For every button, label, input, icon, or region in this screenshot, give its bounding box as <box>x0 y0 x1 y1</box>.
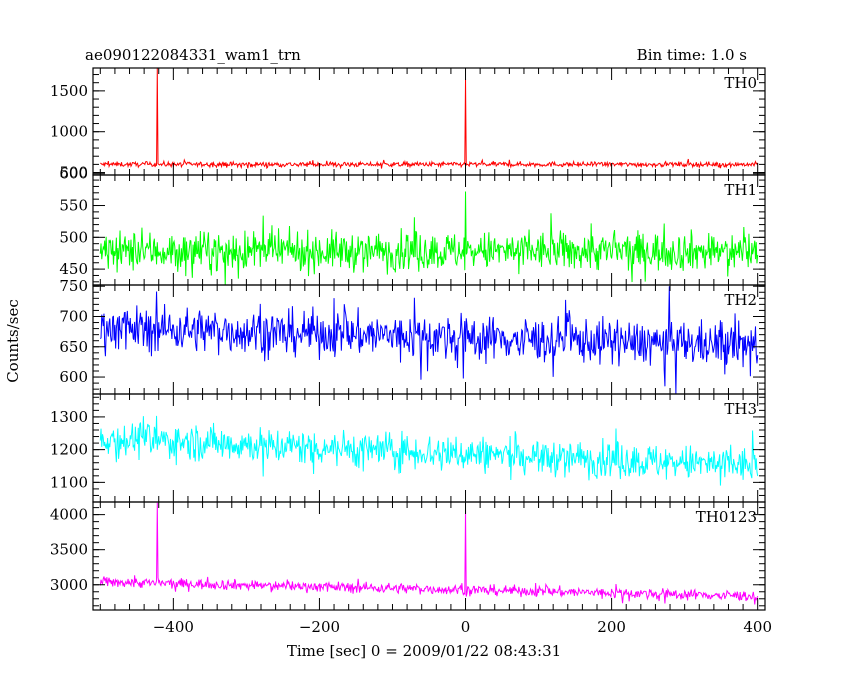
y-tick-label: 3500 <box>50 541 88 559</box>
panel-name-label: TH0 <box>724 74 757 92</box>
y-tick-label: 1500 <box>50 82 88 100</box>
panel-name-label: TH1 <box>724 181 757 199</box>
series-line-th1 <box>99 191 759 285</box>
panel-th0: 500 1000 1500 TH0 <box>50 67 766 182</box>
y-tick-label: 500 <box>59 164 88 182</box>
panel-th3: 1100 1200 1300 TH3 <box>50 393 766 503</box>
x-axis-label: Time [sec] 0 = 2009/01/22 08:43:31 <box>287 642 561 660</box>
panel-name-label: TH2 <box>724 291 757 309</box>
y-tick-label: 450 <box>59 260 88 278</box>
panel-frame <box>92 501 766 611</box>
x-tick-label: −200 <box>299 618 340 636</box>
series-line-th0 <box>100 68 759 170</box>
x-tick-label: 0 <box>461 618 471 636</box>
x-tick-label: 200 <box>597 618 626 636</box>
y-tick-label: 3000 <box>50 576 88 594</box>
panel-th2: 600 650 700 750 TH2 <box>59 277 766 395</box>
y-axis-label: Counts/sec <box>4 299 22 383</box>
chart-title: ae090122084331_wam1_trn <box>85 46 301 64</box>
panel-name-label: TH3 <box>724 400 757 418</box>
panel-th0123: 3000 3500 4000 TH0123 <box>50 501 766 611</box>
panel-name-label: TH0123 <box>696 508 757 526</box>
series-line-th0123 <box>99 502 759 605</box>
panel-th1: 450 500 550 600 TH1 <box>59 165 766 286</box>
y-tick-label: 4000 <box>50 506 88 524</box>
x-tick-label: 400 <box>743 618 772 636</box>
y-tick-label: 600 <box>59 368 88 386</box>
y-tick-label: 500 <box>59 228 88 246</box>
y-tick-label: 750 <box>59 277 88 295</box>
panel-frame <box>92 67 766 176</box>
x-tick-label: −400 <box>153 618 194 636</box>
y-tick-label: 550 <box>59 197 88 215</box>
series-line-th2 <box>99 286 759 394</box>
series-line-th3 <box>99 415 759 486</box>
panels-group: 500 1000 1500 TH0 450 500 550 600 TH1 600 650 700 75… <box>50 67 772 636</box>
bin-time-label: Bin time: 1.0 s <box>637 46 747 64</box>
y-tick-label: 1200 <box>50 441 88 459</box>
y-tick-label: 1100 <box>50 473 88 491</box>
y-tick-label: 600 <box>59 165 88 183</box>
y-tick-label: 700 <box>59 307 88 325</box>
y-tick-label: 1300 <box>50 408 88 426</box>
y-tick-label: 1000 <box>50 123 88 141</box>
y-tick-label: 650 <box>59 338 88 356</box>
